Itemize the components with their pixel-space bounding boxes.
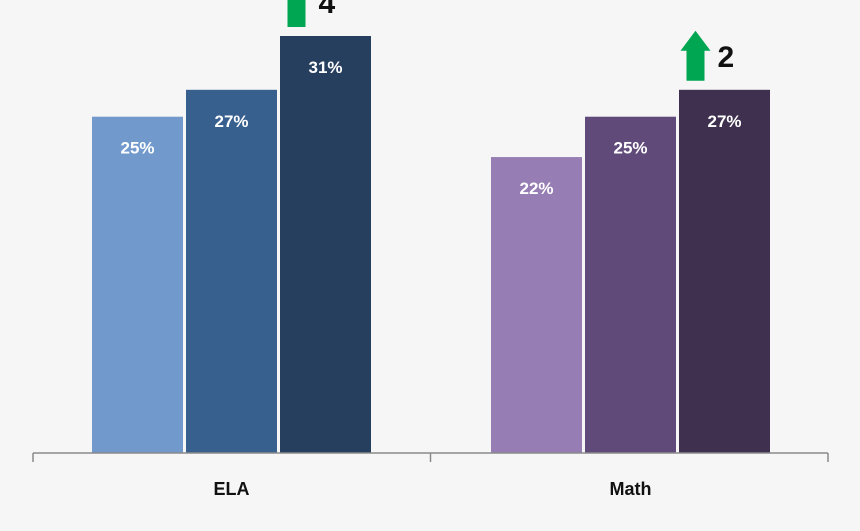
x-tick-label-math: Math	[610, 479, 652, 499]
change-value-ela: 4	[319, 0, 336, 20]
data-label-math-1: 22%	[519, 179, 553, 198]
data-label-ela-1: 25%	[120, 139, 154, 158]
data-label-math-3: 27%	[707, 112, 741, 131]
bar-ela-1	[92, 116, 183, 453]
bar-ela-2	[186, 89, 277, 453]
change-value-math: 2	[718, 41, 735, 74]
bars-layer	[92, 36, 770, 453]
bar-ela-3	[280, 36, 371, 453]
data-label-ela-3: 31%	[308, 58, 342, 77]
bar-math-1	[491, 157, 582, 453]
labels-layer: 25% 27% 31% ELA 22% 25% 27% Math	[120, 58, 741, 499]
change-indicators: 42	[287, 0, 735, 81]
x-axis	[32, 452, 829, 462]
up-arrow-icon	[680, 30, 711, 81]
up-arrow-icon	[287, 0, 306, 27]
x-tick-label-ela: ELA	[214, 479, 250, 499]
data-label-ela-2: 27%	[214, 112, 248, 131]
data-label-math-2: 25%	[613, 139, 647, 158]
bar-math-3	[679, 89, 770, 453]
bar-math-2	[585, 116, 676, 453]
